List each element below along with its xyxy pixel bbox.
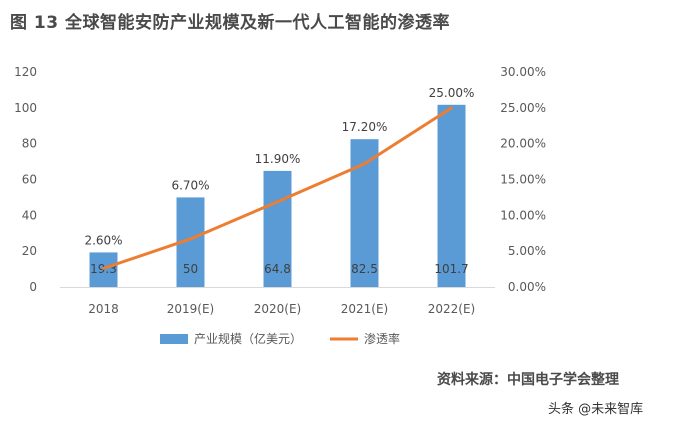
x-tick-label: 2021(E) [341, 302, 388, 316]
right-tick-label: 0.00% [508, 280, 546, 294]
legend-swatch-bars [160, 334, 188, 344]
line-value-label: 2.60% [84, 233, 122, 247]
line-value-label: 17.20% [342, 120, 388, 134]
left-tick-label: 60 [22, 173, 37, 187]
bar-series [89, 104, 466, 287]
x-tick-label: 2022(E) [428, 302, 475, 316]
bar-value-labels: 19.3 50 64.8 82.5 101.7 [90, 262, 469, 276]
right-tick-label: 10.00% [500, 208, 546, 222]
legend-label-bars: 产业规模（亿美元） [194, 331, 302, 346]
right-tick-label: 5.00% [508, 244, 546, 258]
line-series [102, 106, 453, 270]
legend-label-line: 渗透率 [364, 331, 400, 346]
line-value-labels: 2.60% 6.70% 11.90% 17.20% 25.00% [84, 86, 474, 248]
bar [263, 170, 292, 287]
line-value-label: 25.00% [429, 86, 475, 100]
right-tick-label: 20.00% [500, 137, 546, 151]
watermark: 头条 @未来智库 [548, 402, 644, 417]
right-axis: 0.00% 5.00% 10.00% 15.00% 20.00% 25.00% 30.00% [500, 65, 546, 294]
bar-value-label: 101.7 [434, 262, 468, 276]
bar-value-label: 82.5 [351, 262, 378, 276]
chart-title: 图 13 全球智能安防产业规模及新一代人工智能的渗透率 [10, 13, 450, 33]
bar-value-label: 50 [183, 262, 198, 276]
left-tick-label: 80 [22, 137, 37, 151]
left-tick-label: 100 [14, 101, 37, 115]
x-tick-label: 2019(E) [167, 302, 214, 316]
bar-value-label: 64.8 [264, 262, 291, 276]
right-tick-label: 30.00% [500, 65, 546, 79]
legend: 产业规模（亿美元） 渗透率 [160, 331, 400, 346]
right-tick-label: 25.00% [500, 101, 546, 115]
left-tick-label: 20 [22, 244, 37, 258]
bar [437, 104, 466, 287]
line-value-label: 6.70% [171, 178, 209, 192]
x-axis: 2018 2019(E) 2020(E) 2021(E) 2022(E) [88, 302, 475, 316]
left-tick-label: 120 [14, 65, 37, 79]
line-value-label: 11.90% [255, 152, 301, 166]
x-tick-label: 2018 [88, 302, 119, 316]
left-axis: 0 20 40 60 80 100 120 [14, 65, 37, 294]
x-tick-label: 2020(E) [254, 302, 301, 316]
left-tick-label: 0 [29, 280, 37, 294]
source-note: 资料来源：中国电子学会整理 [437, 372, 619, 388]
line-path [102, 106, 453, 270]
right-tick-label: 15.00% [500, 173, 546, 187]
left-tick-label: 40 [22, 208, 37, 222]
